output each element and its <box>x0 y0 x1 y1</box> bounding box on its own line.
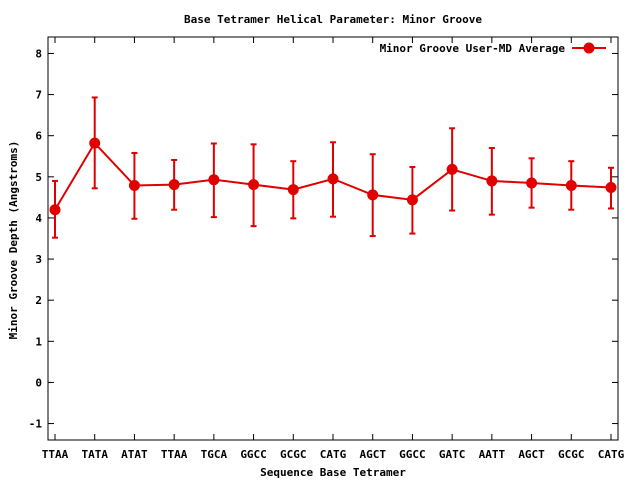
data-point <box>526 177 538 189</box>
y-tick-label: -1 <box>29 418 43 431</box>
data-point <box>565 179 577 191</box>
legend-marker <box>583 42 595 54</box>
x-tick-label: TTAA <box>161 448 188 461</box>
data-point <box>446 163 458 175</box>
x-tick-label: CATG <box>598 448 625 461</box>
x-axis-label: Sequence Base Tetramer <box>260 466 406 479</box>
data-point <box>406 194 418 206</box>
y-tick-label: 8 <box>35 47 42 60</box>
y-axis-label: Minor Groove Depth (Angstroms) <box>7 141 20 340</box>
legend-label: Minor Groove User-MD Average <box>380 42 566 55</box>
x-tick-label: AATT <box>479 448 506 461</box>
data-point <box>208 174 220 186</box>
data-point <box>605 182 617 194</box>
y-tick-label: 5 <box>35 171 42 184</box>
x-tick-label: TTAA <box>42 448 69 461</box>
y-tick-label: 3 <box>35 253 42 266</box>
data-point <box>49 204 61 216</box>
y-tick-label: 2 <box>35 294 42 307</box>
series-layer <box>49 96 617 239</box>
y-tick-label: 6 <box>35 130 42 143</box>
data-point <box>168 179 180 191</box>
y-axis-ticks: -1 0 1 2 3 4 5 6 7 8 <box>29 47 618 431</box>
y-tick-label: 7 <box>35 89 42 102</box>
x-tick-label: ATAT <box>121 448 148 461</box>
x-tick-label: GGCC <box>240 448 267 461</box>
x-tick-label: TGCA <box>201 448 228 461</box>
x-tick-label: AGCT <box>359 448 386 461</box>
x-tick-label: GGCC <box>399 448 426 461</box>
x-tick-label: TATA <box>81 448 108 461</box>
data-point <box>128 179 140 191</box>
data-point <box>89 137 101 149</box>
data-point <box>367 189 379 201</box>
data-point <box>486 175 498 187</box>
y-tick-label: 4 <box>35 212 42 225</box>
x-tick-label: GCGC <box>280 448 307 461</box>
data-point <box>248 179 260 191</box>
chart-title: Base Tetramer Helical Parameter: Minor G… <box>184 13 482 26</box>
y-tick-label: 1 <box>35 335 42 348</box>
x-axis-ticks: TTAA TATA ATAT TTAA TGCA GGCC GCGC CATG AGCT GGCC… <box>42 37 625 461</box>
y-tick-label: 0 <box>35 376 42 389</box>
x-tick-label: CATG <box>320 448 347 461</box>
x-tick-label: GCGC <box>558 448 585 461</box>
x-tick-label: AGCT <box>518 448 545 461</box>
x-tick-label: GATC <box>439 448 466 461</box>
data-point <box>327 173 339 185</box>
legend: Minor Groove User-MD Average <box>380 42 606 55</box>
data-point <box>287 184 299 196</box>
